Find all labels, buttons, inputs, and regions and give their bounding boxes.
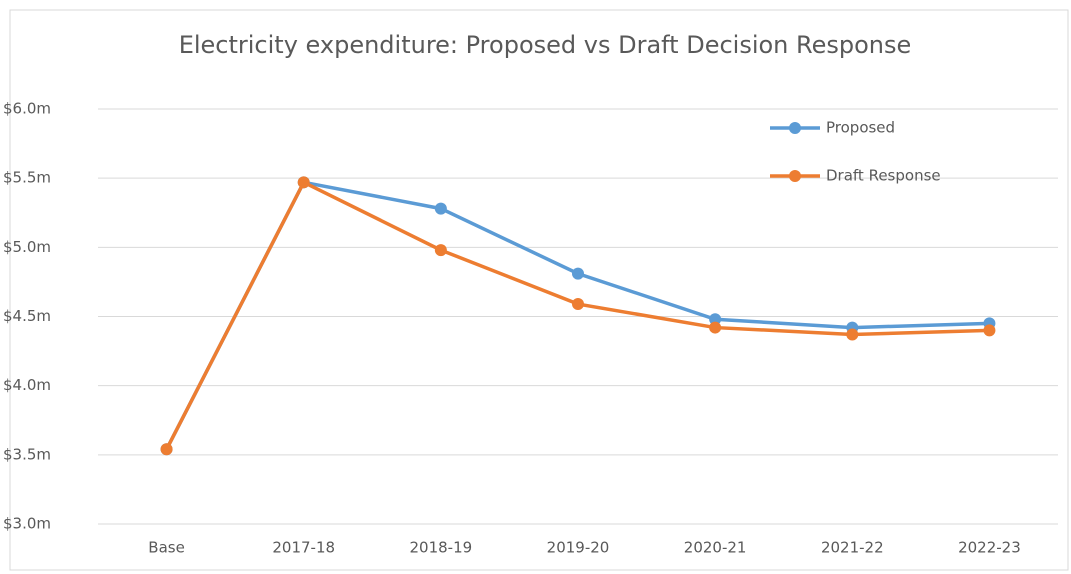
data-point xyxy=(709,321,722,334)
x-tick-label: 2021-22 xyxy=(821,539,884,557)
legend-marker xyxy=(789,170,801,182)
data-point xyxy=(572,298,584,311)
data-point xyxy=(709,313,722,326)
y-tick-label: $3.0m xyxy=(3,515,51,533)
data-point xyxy=(434,202,447,215)
x-tick-label: 2020-21 xyxy=(684,539,747,557)
x-tick-label: Base xyxy=(148,539,185,557)
data-point xyxy=(297,176,310,189)
x-tick-label: 2017-18 xyxy=(272,539,335,557)
series-line xyxy=(165,179,990,451)
legend-label: Proposed xyxy=(826,119,895,137)
y-tick-label: $4.5m xyxy=(3,307,51,325)
x-tick-label: 2019-20 xyxy=(547,539,610,557)
y-tick-label: $6.0m xyxy=(3,100,51,118)
legend-marker xyxy=(789,122,801,134)
chart-frame xyxy=(9,9,1069,571)
data-point xyxy=(572,267,584,280)
chart-title: Electricity expenditure: Proposed vs Dra… xyxy=(178,31,912,59)
data-point xyxy=(983,324,996,337)
x-tick-label: 2022-23 xyxy=(958,539,1021,557)
legend-label: Draft Response xyxy=(826,167,941,185)
y-tick-label: $3.5m xyxy=(3,445,51,463)
data-point xyxy=(846,328,859,341)
y-tick-label: $5.5m xyxy=(3,169,51,187)
data-point xyxy=(434,244,447,257)
x-tick-label: 2018-19 xyxy=(410,539,473,557)
y-tick-label: $4.0m xyxy=(3,376,51,394)
y-tick-label: $5.0m xyxy=(3,238,51,256)
series-line xyxy=(165,180,990,451)
data-point xyxy=(160,443,173,456)
